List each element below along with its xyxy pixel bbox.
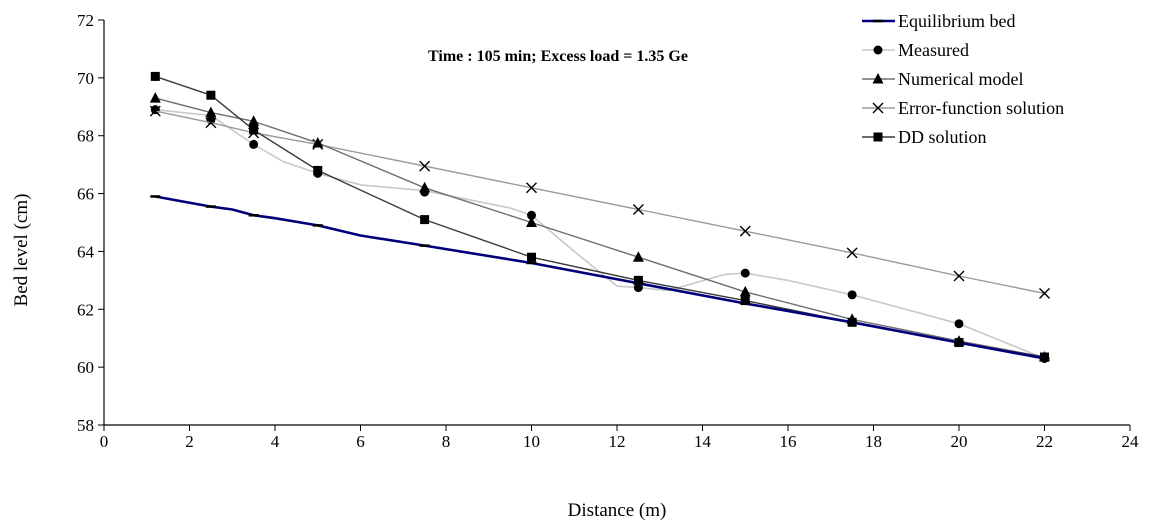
data-point <box>419 181 431 193</box>
data-point <box>740 296 750 306</box>
data-point <box>633 283 643 293</box>
x-tick-label: 10 <box>523 432 540 451</box>
data-point <box>249 125 259 135</box>
legend-item-equilibrium-bed: Equilibrium bed <box>862 11 1015 31</box>
data-point <box>205 117 217 129</box>
data-point <box>206 90 216 100</box>
series-line <box>155 195 1045 360</box>
legend: Equilibrium bed Measured Numerical model Er… <box>862 11 1064 147</box>
chart-annotation: Time : 105 min; Excess load = 1.35 Ge <box>428 48 688 65</box>
data-point <box>847 290 857 300</box>
data-point <box>739 285 751 297</box>
data-point <box>526 216 537 227</box>
series-line <box>155 75 1045 358</box>
legend-marker <box>872 102 884 114</box>
x-tick-label: 16 <box>780 432 797 451</box>
y-tick-label: 72 <box>77 11 94 30</box>
data-point <box>313 165 323 175</box>
data-point <box>954 319 964 329</box>
legend-label: Error-function solution <box>898 98 1064 118</box>
data-point <box>249 139 259 149</box>
x-tick-label: 0 <box>100 432 109 451</box>
data-point <box>149 92 161 103</box>
data-point <box>953 270 965 282</box>
x-tick-label: 8 <box>442 432 451 451</box>
legend-label: Equilibrium bed <box>898 11 1015 31</box>
data-point <box>527 210 536 220</box>
data-point <box>739 225 751 237</box>
data-point <box>632 251 644 262</box>
series-layer <box>149 71 1050 363</box>
y-tick-label: 60 <box>77 358 94 377</box>
legend-item-dd-solution: DD solution <box>862 127 987 147</box>
legend-label: DD solution <box>898 127 987 147</box>
series-equilibrium-bed <box>150 195 1050 360</box>
data-point <box>846 247 858 259</box>
legend-label: Numerical model <box>898 69 1023 89</box>
data-point <box>633 275 643 285</box>
data-point <box>150 71 160 81</box>
legend-marker <box>873 132 883 142</box>
data-point <box>527 252 536 262</box>
data-point <box>740 268 750 278</box>
legend-item-error-function-solution: Error-function solution <box>862 98 1064 118</box>
data-point <box>205 106 217 118</box>
data-point <box>420 215 430 225</box>
legend-label: Measured <box>898 40 969 60</box>
x-tick-label: 6 <box>356 432 365 451</box>
y-tick-label: 62 <box>77 300 94 319</box>
x-tick-label: 20 <box>951 432 968 451</box>
y-tick-label: 66 <box>77 185 94 204</box>
x-tick-label: 22 <box>1036 432 1053 451</box>
x-tick-label: 24 <box>1122 432 1140 451</box>
data-point <box>312 136 324 148</box>
x-tick-label: 4 <box>271 432 280 451</box>
legend-item-measured: Measured <box>862 40 969 60</box>
x-axis-label: Distance (m) <box>568 500 667 521</box>
data-point <box>419 160 431 172</box>
data-point <box>150 105 160 115</box>
data-point <box>632 203 644 215</box>
y-tick-label: 70 <box>77 69 94 88</box>
y-tick-label: 58 <box>77 416 94 435</box>
series-line <box>155 108 1045 360</box>
x-tick-label: 18 <box>865 432 882 451</box>
y-tick-label: 68 <box>77 127 94 146</box>
y-tick-label: 64 <box>77 242 95 261</box>
x-tick-label: 14 <box>694 432 712 451</box>
data-point <box>248 115 260 126</box>
data-point <box>1040 352 1049 362</box>
x-tick-label: 12 <box>609 432 626 451</box>
data-point <box>526 182 537 194</box>
y-axis-label: Bed level (cm) <box>11 194 32 307</box>
legend-marker <box>873 45 883 55</box>
data-point <box>149 105 161 117</box>
x-tick-label: 2 <box>185 432 194 451</box>
legend-marker <box>872 73 884 84</box>
data-point <box>1039 287 1050 299</box>
legend-item-numerical-model: Numerical model <box>862 69 1023 89</box>
series-error-function-solution <box>149 105 1050 299</box>
